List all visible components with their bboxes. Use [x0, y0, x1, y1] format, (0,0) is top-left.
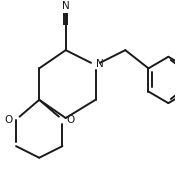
Text: N: N — [62, 1, 70, 11]
Text: O: O — [67, 115, 75, 125]
Text: N: N — [96, 59, 104, 69]
Text: O: O — [5, 115, 13, 125]
